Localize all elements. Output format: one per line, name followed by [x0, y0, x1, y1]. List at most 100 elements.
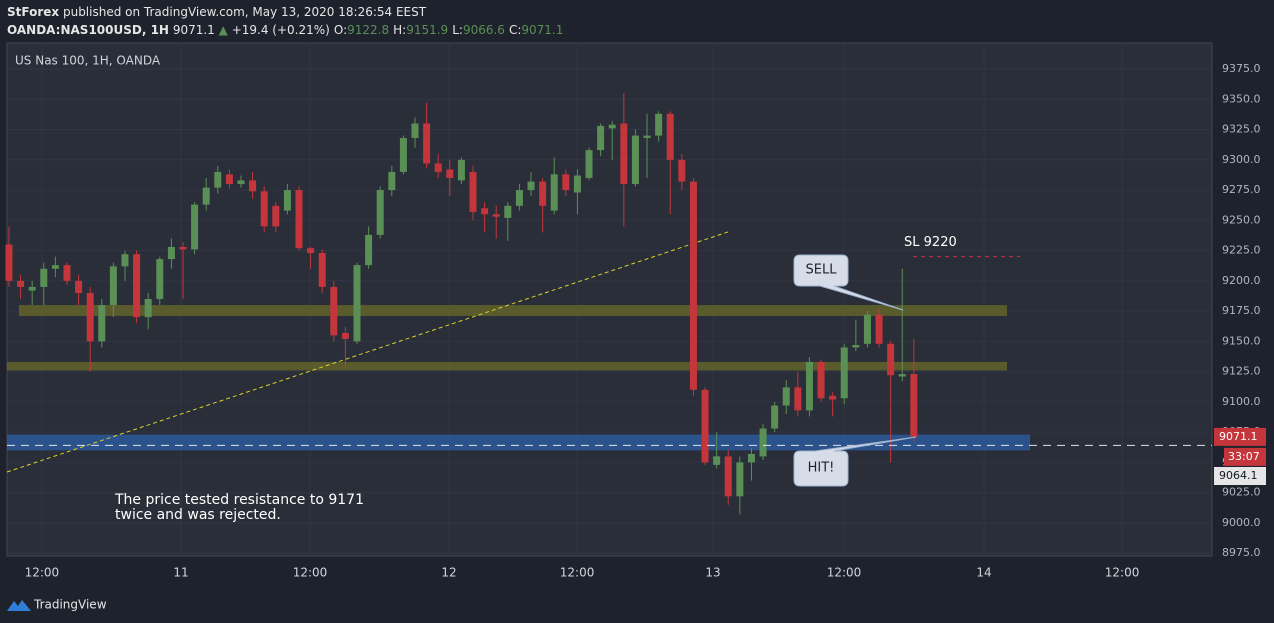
- countdown: 33:07: [1228, 450, 1260, 463]
- candle-body: [307, 248, 315, 254]
- y-tick-label: 9250.0: [1222, 213, 1261, 226]
- candle-body: [701, 389, 709, 463]
- candle-body: [167, 246, 175, 260]
- x-tick-label: 14: [976, 566, 991, 580]
- y-tick-label: 8975.0: [1222, 546, 1261, 559]
- y-tick-label: 9375.0: [1222, 62, 1261, 75]
- candle-body: [515, 190, 523, 206]
- candle-body: [631, 135, 639, 185]
- candle-body: [782, 387, 790, 406]
- y-tick-label: 9225.0: [1222, 244, 1261, 257]
- y-tick-label: 9300.0: [1222, 153, 1261, 166]
- change: +19.4 (+0.21%): [232, 23, 330, 37]
- candle-body: [840, 347, 848, 399]
- hit-callout: HIT!: [793, 436, 917, 487]
- bid-price: 9064.1: [1219, 469, 1258, 482]
- candle-body: [678, 159, 686, 182]
- candle-body: [133, 254, 141, 318]
- candle-body: [109, 266, 117, 306]
- candle-body: [191, 204, 199, 250]
- logo: TradingView: [7, 598, 107, 612]
- y-tick-label: 9100.0: [1222, 395, 1261, 408]
- candle-body: [481, 208, 489, 215]
- ohlc-label: H:: [393, 23, 406, 37]
- y-tick-label: 9275.0: [1222, 183, 1261, 196]
- stop-loss-label: SL 9220: [904, 235, 957, 250]
- candle-body: [666, 113, 674, 160]
- candle-body: [457, 159, 465, 181]
- symbol: OANDA:NAS100USD, 1H: [7, 23, 169, 37]
- candle-body: [283, 190, 291, 211]
- last-price: 9071.1: [1219, 430, 1258, 443]
- candle-body: [237, 180, 245, 185]
- candle-body: [376, 190, 384, 235]
- zone: [18, 305, 1008, 316]
- ohlc-label: L:: [452, 23, 463, 37]
- plot-area: [6, 42, 1213, 557]
- callout-text: HIT!: [808, 461, 835, 476]
- x-tick-label: 11: [173, 566, 188, 580]
- countdown-box: [1224, 447, 1266, 466]
- candle-body: [910, 374, 918, 437]
- candle-body: [608, 124, 616, 129]
- candle-body: [492, 214, 500, 217]
- candle-body: [585, 150, 593, 178]
- y-tick-label: 9000.0: [1222, 516, 1261, 529]
- candle-body: [179, 246, 187, 250]
- candle-body: [446, 169, 454, 178]
- zone: [7, 434, 1031, 451]
- x-tick-label: 12:00: [1105, 566, 1140, 580]
- y-tick-label: 9025.0: [1222, 486, 1261, 499]
- candle-body: [852, 345, 860, 348]
- callout-box: [793, 436, 917, 487]
- candle-body: [597, 125, 605, 151]
- candle-body: [863, 314, 871, 344]
- candle-body: [225, 174, 233, 185]
- candle-body: [562, 174, 570, 191]
- ohlc-label: C:: [509, 23, 521, 37]
- x-tick-label: 12: [441, 566, 456, 580]
- brand: TradingView: [33, 598, 107, 612]
- candle-body: [40, 268, 48, 287]
- candle-body: [214, 171, 222, 188]
- candle-body: [353, 265, 361, 342]
- candle-body: [86, 292, 94, 342]
- zone: [7, 361, 1008, 371]
- candle-body: [689, 181, 697, 390]
- author: StForex: [7, 5, 59, 19]
- logo-icon: [7, 600, 31, 611]
- published: published on TradingView.com, May 13, 20…: [63, 5, 427, 19]
- candle-body: [643, 135, 651, 139]
- ohlc-value: 9066.6: [463, 23, 505, 37]
- candle-body: [249, 180, 257, 192]
- candle-body: [747, 453, 755, 463]
- symbol-line: OANDA:NAS100USD, 1H 9071.1 ▲ +19.4 (+0.2…: [7, 23, 563, 37]
- y-tick-label: 9150.0: [1222, 334, 1261, 347]
- candle-body: [817, 361, 825, 399]
- trendline: [6, 231, 729, 473]
- y-tick-label: 9325.0: [1222, 123, 1261, 136]
- candle-body: [805, 361, 813, 411]
- candle-body: [887, 343, 895, 376]
- candle-body: [156, 259, 164, 300]
- candle-body: [98, 305, 106, 342]
- candle-body: [573, 175, 581, 193]
- candle-body: [620, 123, 628, 185]
- callout-text: SELL: [806, 263, 838, 278]
- candle-body: [28, 286, 36, 291]
- candle-body: [434, 163, 442, 172]
- candle-body: [330, 286, 338, 336]
- candle-body: [794, 387, 802, 411]
- candle-body: [423, 123, 431, 164]
- candle-body: [724, 456, 732, 497]
- last: 9071.1: [173, 23, 215, 37]
- x-tick-label: 12:00: [25, 566, 60, 580]
- y-tick-label: 9200.0: [1222, 274, 1261, 287]
- x-tick-label: 12:00: [560, 566, 595, 580]
- candle-body: [771, 405, 779, 429]
- candle-body: [272, 205, 280, 227]
- candle-body: [318, 253, 326, 287]
- y-tick-label: 9125.0: [1222, 365, 1261, 378]
